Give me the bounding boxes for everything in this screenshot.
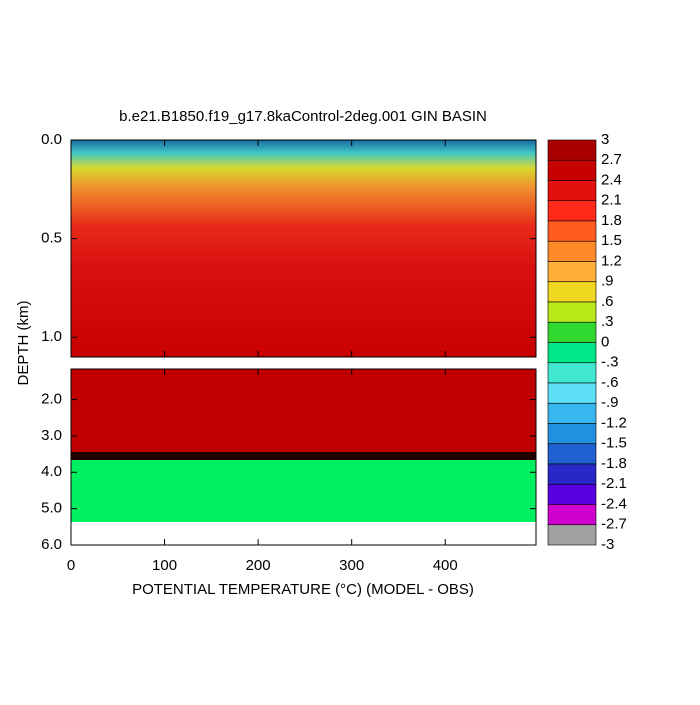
colorbar-label: 0: [601, 333, 609, 350]
colorbar-label: -1.8: [601, 455, 627, 472]
x-axis-label: POTENTIAL TEMPERATURE (°C) (MODEL - OBS): [132, 581, 474, 598]
colorbar-label: -1.5: [601, 435, 627, 452]
colorbar-box: [547, 504, 597, 526]
colorbar-label: 1.5: [601, 232, 622, 249]
colorbar-label: 3: [601, 131, 609, 148]
y-tick-label: 0.0: [41, 131, 62, 148]
colorbar-label: .3: [601, 313, 614, 330]
colorbar-label: .6: [601, 293, 614, 310]
y-tick-label: 4.0: [41, 463, 62, 480]
y-axis-label: DEPTH (km): [15, 301, 32, 386]
colorbar-label: -.3: [601, 354, 619, 371]
y-tick-label: 5.0: [41, 500, 62, 517]
colorbar-label: 1.2: [601, 252, 622, 269]
colorbar-box: [547, 524, 597, 546]
colorbar-box: [547, 321, 597, 343]
x-tick-label: 100: [152, 557, 177, 574]
colorbar-box: [547, 463, 597, 485]
panel-frame: [70, 139, 537, 358]
x-tick-label: 0: [67, 557, 75, 574]
colorbar-label: .9: [601, 273, 614, 290]
y-tick-label: 3.0: [41, 427, 62, 444]
colorbar-label: 2.1: [601, 192, 622, 209]
colorbar-box: [547, 139, 597, 161]
colorbar-box: [547, 342, 597, 364]
x-tick-label: 300: [339, 557, 364, 574]
panel-frame: [70, 368, 537, 546]
colorbar-label: -2.4: [601, 495, 627, 512]
colorbar-label: 2.7: [601, 151, 622, 168]
y-tick-label: 2.0: [41, 391, 62, 408]
colorbar-label: -.6: [601, 374, 619, 391]
colorbar-box: [547, 180, 597, 202]
colorbar-box: [547, 281, 597, 303]
colorbar-box: [547, 261, 597, 283]
colorbar-label: -.9: [601, 394, 619, 411]
contour-fill: [71, 460, 536, 522]
colorbar-label: -1.2: [601, 414, 627, 431]
colorbar-label: -2.1: [601, 475, 627, 492]
y-tick-label: 1.0: [41, 328, 62, 345]
y-tick-label: 0.5: [41, 230, 62, 247]
contour-fill: [71, 140, 536, 357]
chart-title: b.e21.B1850.f19_g17.8kaControl-2deg.001 …: [119, 108, 487, 125]
colorbar-box: [547, 220, 597, 242]
colorbar-box: [547, 200, 597, 222]
colorbar-box: [547, 362, 597, 384]
x-tick-label: 400: [433, 557, 458, 574]
colorbar-label: -3: [601, 536, 614, 553]
colorbar-box: [547, 382, 597, 404]
contour-fill: [71, 369, 536, 452]
colorbar-box: [547, 443, 597, 465]
colorbar-box: [547, 402, 597, 424]
colorbar-box: [547, 159, 597, 181]
colorbar-box: [547, 240, 597, 262]
contour-fill: [71, 452, 536, 460]
colorbar-label: 1.8: [601, 212, 622, 229]
y-tick-label: 6.0: [41, 536, 62, 553]
colorbar-box: [547, 483, 597, 505]
colorbar-label: -2.7: [601, 516, 627, 533]
colorbar-box: [547, 423, 597, 445]
colorbar-label: 2.4: [601, 171, 622, 188]
x-tick-label: 200: [246, 557, 271, 574]
colorbar-box: [547, 301, 597, 323]
